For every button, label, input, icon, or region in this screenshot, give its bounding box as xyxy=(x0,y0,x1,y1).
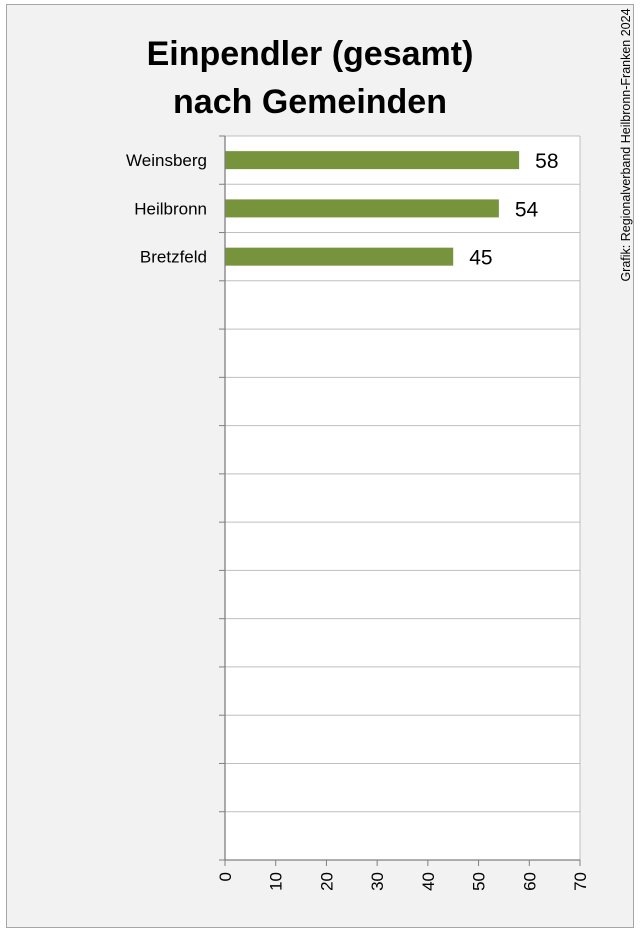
category-label: Heilbronn xyxy=(134,199,207,218)
x-tick-label: 30 xyxy=(368,872,387,891)
x-tick-label: 40 xyxy=(419,872,438,891)
category-label: Bretzfeld xyxy=(140,248,207,267)
bar-weinsberg xyxy=(225,151,520,170)
axes xyxy=(219,135,581,866)
chart-title: Einpendler (gesamt) nach Gemeinden xyxy=(120,30,500,126)
x-tick-label: 60 xyxy=(520,872,539,891)
x-tick-label: 50 xyxy=(470,872,489,891)
x-tick-label: 0 xyxy=(216,872,235,881)
x-tick-label: 20 xyxy=(317,872,336,891)
chart-title-line-1: Einpendler (gesamt) xyxy=(146,35,474,73)
gridlines xyxy=(225,135,581,860)
category-label: Weinsberg xyxy=(126,151,207,170)
data-label: 58 xyxy=(535,150,558,173)
bar-heilbronn xyxy=(225,199,499,218)
data-label: 45 xyxy=(469,247,492,270)
chart-title-line-2: nach Gemeinden xyxy=(173,83,447,121)
x-tick-label: 70 xyxy=(571,872,590,891)
data-label: 54 xyxy=(515,198,539,221)
bars xyxy=(225,151,520,266)
bar-bretzfeld xyxy=(225,247,454,266)
plot-area xyxy=(225,136,580,860)
x-tick-label: 10 xyxy=(267,872,286,891)
labels: Weinsberg 58 Heilbronn 54 Bretzfeld 45 0 10 20 30… xyxy=(126,150,590,891)
